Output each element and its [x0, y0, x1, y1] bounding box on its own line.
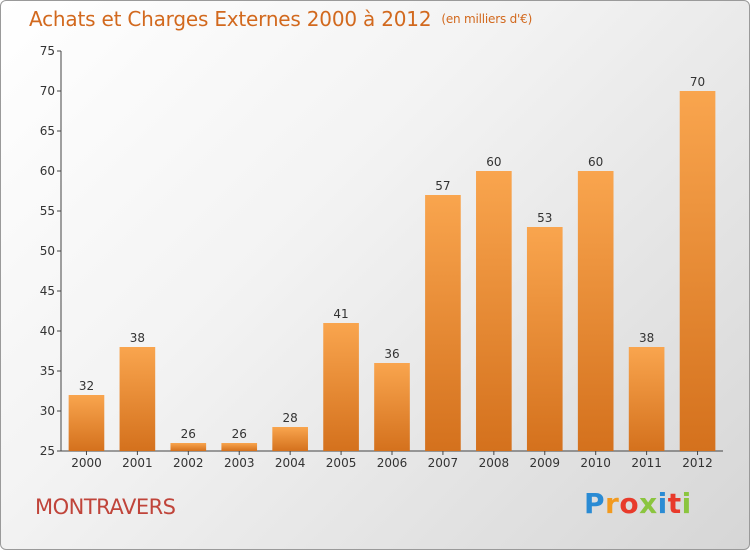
bar: [577, 171, 614, 451]
x-tick-label: 2011: [631, 456, 662, 470]
x-tick-label: 2007: [428, 456, 459, 470]
bar: [221, 443, 258, 451]
y-tick-label: 25: [40, 444, 55, 458]
logo-letter: i: [681, 487, 692, 520]
x-tick-label: 2008: [479, 456, 510, 470]
bar-value-label: 36: [384, 347, 399, 361]
x-tick-label: 2003: [224, 456, 255, 470]
logo-letter: r: [605, 487, 620, 520]
bar-value-label: 57: [435, 179, 450, 193]
logo-letter: x: [639, 487, 658, 520]
chart-title-text: Achats et Charges Externes 2000 à 2012: [29, 7, 432, 31]
bar-value-label: 70: [690, 75, 705, 89]
bar: [119, 347, 156, 451]
y-tick-label: 70: [40, 84, 55, 98]
logo-letter: i: [657, 487, 668, 520]
bar-value-label: 32: [79, 379, 94, 393]
bar: [526, 227, 563, 451]
y-tick-label: 65: [40, 124, 55, 138]
logo-letter: o: [619, 487, 640, 520]
y-tick-label: 40: [40, 324, 55, 338]
x-tick-label: 2006: [377, 456, 408, 470]
bar: [476, 171, 512, 451]
bar-value-label: 26: [181, 427, 196, 441]
bar: [170, 443, 207, 451]
bar-value-label: 38: [639, 331, 654, 345]
proxiti-logo: Proxiti: [584, 487, 692, 520]
bar: [323, 323, 359, 451]
bar-value-label: 26: [232, 427, 247, 441]
bar: [68, 395, 105, 451]
x-tick-label: 2000: [71, 456, 102, 470]
chart-title: Achats et Charges Externes 2000 à 2012 (e…: [29, 7, 532, 31]
bar: [374, 363, 410, 451]
y-tick-label: 50: [40, 244, 55, 258]
bar: [425, 195, 461, 451]
bar-value-label: 41: [333, 307, 348, 321]
logo-letter: P: [584, 487, 606, 520]
bar-value-label: 28: [283, 411, 298, 425]
bar: [679, 91, 716, 451]
y-tick-label: 30: [40, 404, 55, 418]
bar: [628, 347, 665, 451]
bar-value-label: 60: [588, 155, 603, 169]
y-tick-label: 45: [40, 284, 55, 298]
x-tick-label: 2009: [529, 456, 560, 470]
x-tick-label: 2012: [682, 456, 713, 470]
y-tick-label: 75: [40, 44, 55, 58]
bar-value-label: 60: [486, 155, 501, 169]
bar: [272, 427, 308, 451]
y-tick-label: 60: [40, 164, 55, 178]
y-tick-label: 35: [40, 364, 55, 378]
x-tick-label: 2005: [326, 456, 357, 470]
x-tick-label: 2010: [580, 456, 611, 470]
bar-value-label: 53: [537, 211, 552, 225]
x-tick-label: 2001: [122, 456, 153, 470]
logo-letter: t: [667, 487, 682, 520]
chart-unit: (en milliers d'€): [441, 12, 533, 26]
y-tick-label: 55: [40, 204, 55, 218]
x-tick-label: 2002: [173, 456, 204, 470]
bar-value-label: 38: [130, 331, 145, 345]
city-name: MONTRAVERS: [35, 495, 176, 519]
x-tick-label: 2004: [275, 456, 306, 470]
